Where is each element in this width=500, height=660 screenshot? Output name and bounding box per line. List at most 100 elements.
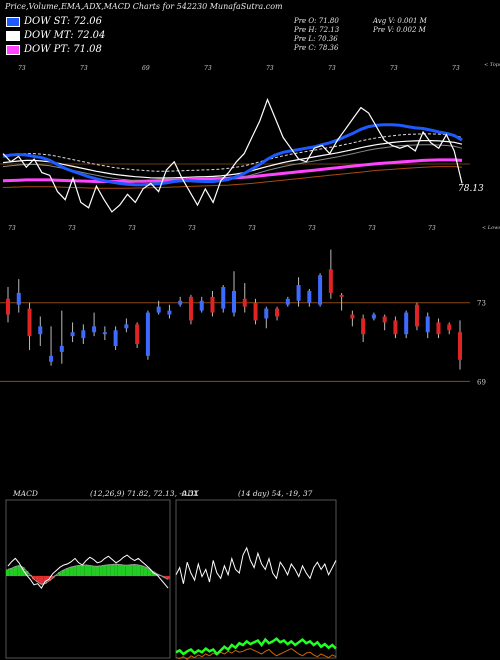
candle-body	[328, 269, 333, 293]
macd-histogram-bar	[140, 565, 144, 576]
macd-histogram-bar	[13, 566, 18, 576]
candle-body	[285, 298, 290, 305]
adx-title: ADX	[182, 489, 199, 498]
candle-body	[81, 330, 86, 339]
macd-histogram-bar	[132, 564, 137, 576]
volume-panel: 73 69 73 73 73 73 73 73 73 73 < Lows	[0, 225, 500, 386]
legend-dow-mt: DOW MT: 72.04	[6, 30, 105, 41]
macd-histogram-bar	[114, 564, 118, 576]
legend-dow-st: DOW ST: 72.06	[6, 16, 102, 27]
macd-histogram-bar	[58, 572, 62, 576]
candle-top-tick-label: 73	[248, 225, 256, 232]
candle-body	[102, 332, 107, 335]
adx-params: (14 day) 54, -19, 37	[238, 489, 313, 498]
macd-histogram-bar	[121, 565, 126, 576]
macd-histogram-bar	[136, 565, 141, 576]
candle-body	[92, 326, 97, 333]
macd-title: MACD	[13, 489, 38, 498]
legend-swatch-pt	[6, 44, 20, 55]
candle-body	[414, 304, 419, 327]
macd-histogram-bar	[50, 576, 55, 579]
legend-dow-pt: DOW PT: 71.08	[6, 44, 102, 55]
macd-histogram-bar	[69, 566, 74, 576]
macd-histogram-bar	[17, 565, 21, 576]
legend-swatch-st	[6, 16, 20, 27]
candle-body	[16, 292, 21, 305]
macd-histogram-bar	[61, 569, 66, 576]
macd-histogram-bar	[6, 569, 10, 576]
candle-top-tick-label: 73	[308, 225, 316, 232]
candle-body	[350, 314, 355, 319]
candle-body	[339, 294, 344, 297]
macd-histogram-bar	[106, 564, 111, 576]
macd-histogram-bar	[73, 566, 77, 576]
candle-body	[70, 332, 75, 337]
price-line	[2, 97, 463, 213]
candle-body	[242, 298, 247, 307]
price-top-tick-label: 73	[390, 65, 398, 72]
macd-line	[7, 554, 169, 589]
candle-top-axis-label: < Lows	[482, 225, 500, 231]
candle-body	[188, 296, 193, 321]
candle-body	[404, 312, 409, 335]
candle-top-tick-label: 73	[128, 225, 136, 232]
candle-body	[145, 312, 150, 356]
macd-histogram-bar	[20, 567, 25, 576]
candle-body	[59, 346, 64, 352]
candle-body	[167, 310, 172, 315]
candle-body	[178, 300, 183, 305]
price-top-tick-label: 73	[18, 65, 26, 72]
candle-body	[425, 316, 430, 333]
macd-histogram-bar	[147, 569, 152, 576]
ohlc-avg-volume: Avg V: 0.001 M	[373, 17, 427, 25]
price-panel: 73 73 69 73 73 73 73 73 < Tops 78.13	[0, 62, 500, 213]
legend-label-st: DOW ST: 72.06	[24, 16, 103, 27]
adx-di-line	[175, 546, 337, 584]
macd-histogram-bar	[99, 565, 103, 576]
candle-body	[124, 324, 129, 329]
price-top-tick-label: 73	[328, 65, 336, 72]
candle-body	[49, 355, 54, 362]
candle-body	[371, 314, 376, 319]
candle-body	[393, 320, 398, 335]
candle-body	[275, 308, 280, 317]
macd-histogram-bar	[129, 564, 133, 576]
last-price-label: 78.13	[458, 184, 484, 194]
candle-body	[296, 285, 301, 301]
adx-line	[175, 637, 337, 656]
adx-panel	[175, 499, 337, 660]
macd-panel	[5, 499, 171, 659]
macd-histogram-bar	[35, 576, 40, 583]
candle-body	[307, 290, 312, 303]
macd-histogram-bar	[88, 565, 92, 576]
y-label-73: 73	[477, 300, 486, 308]
price-top-tick-label: 69	[142, 65, 150, 72]
candle-body	[210, 296, 215, 313]
adx-signal-line	[175, 648, 337, 660]
price-top-tick-label: 73	[266, 65, 274, 72]
candle-body	[264, 308, 269, 319]
candle-body	[436, 322, 441, 335]
candle-top-tick-label: 73	[188, 225, 196, 232]
ohlc-low: Pre L: 70.36	[294, 35, 338, 43]
ohlc-high: Pre H: 72.13	[294, 26, 340, 34]
candle-body	[156, 306, 161, 313]
candle-top-tick-label: 73	[428, 225, 436, 232]
candle-top-tick-label: 73	[8, 225, 16, 232]
macd-histogram-bar	[110, 564, 115, 576]
macd-histogram-bar	[65, 568, 70, 576]
candle-body	[221, 287, 226, 309]
legend-swatch-mt	[6, 30, 20, 41]
price-top-axis-label: < Tops	[484, 62, 500, 68]
macd-signal-line	[7, 563, 169, 585]
chart-header-title: Price,Volume,EMA,ADX,MACD Charts for 542…	[5, 2, 283, 11]
macd-histogram-bar	[9, 568, 14, 576]
candle-body	[27, 308, 32, 337]
candle-body	[318, 275, 323, 305]
macd-histogram-bar	[84, 565, 88, 576]
macd-histogram-bar	[39, 576, 44, 585]
candle-top-tick-label: 73	[368, 225, 376, 232]
candle-body	[113, 330, 118, 346]
candle-body	[382, 316, 387, 323]
ohlc-close: Pre C: 78.36	[294, 44, 339, 52]
